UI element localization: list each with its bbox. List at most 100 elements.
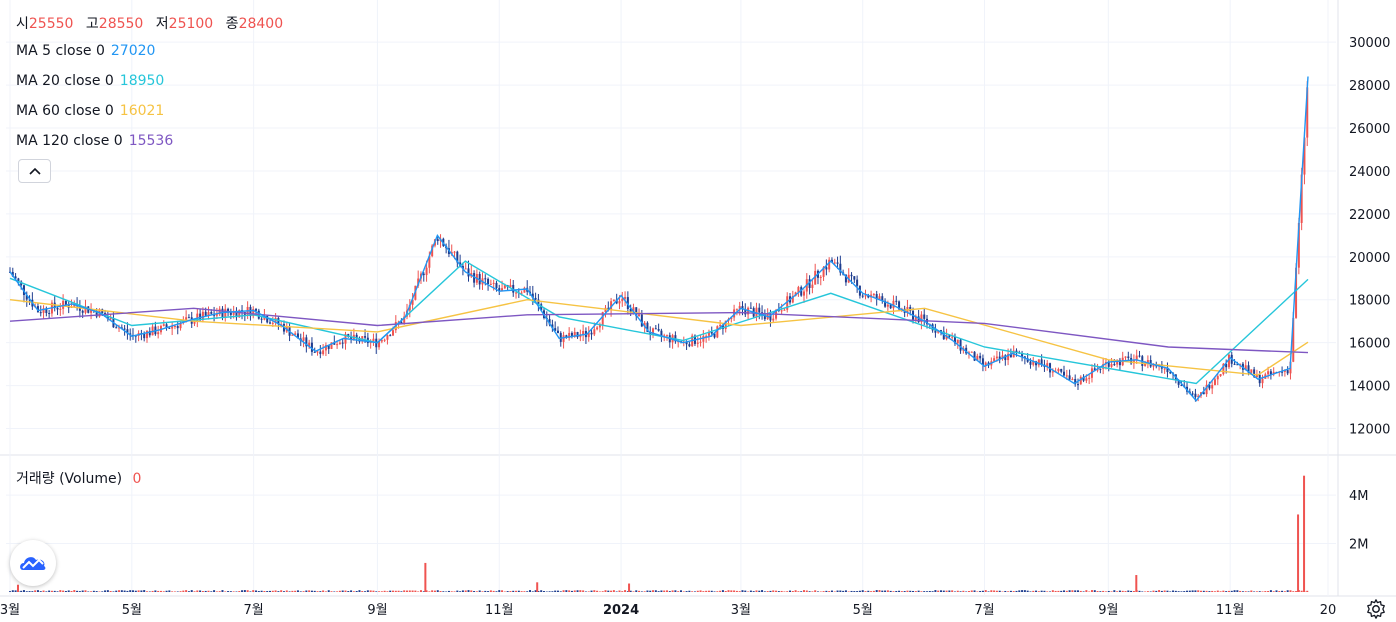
ma20-legend[interactable]: MA 20 close 0 18950 bbox=[16, 73, 164, 89]
volume-bar bbox=[109, 590, 112, 592]
candle-body bbox=[956, 339, 959, 344]
volume-bar bbox=[853, 591, 856, 592]
ma5-value: 27020 bbox=[110, 43, 156, 59]
candle-body bbox=[618, 301, 621, 304]
candle-body bbox=[308, 342, 311, 347]
volume-bar bbox=[481, 591, 484, 592]
candle-body bbox=[917, 316, 920, 323]
candle-body bbox=[1144, 363, 1147, 366]
candle-body bbox=[713, 333, 716, 338]
candle-body bbox=[56, 307, 59, 310]
volume-bar bbox=[1051, 590, 1054, 592]
volume-bar bbox=[542, 591, 545, 592]
volume-bar bbox=[652, 590, 655, 592]
collapse-legend-button[interactable] bbox=[18, 159, 51, 183]
volume-bar bbox=[215, 591, 218, 592]
candle-body bbox=[803, 291, 805, 296]
volume-bar bbox=[967, 591, 970, 592]
volume-bar bbox=[777, 591, 780, 592]
volume-bar bbox=[190, 590, 193, 592]
volume-bar bbox=[1233, 590, 1236, 592]
ma60-label: MA 60 close 0 bbox=[16, 103, 114, 119]
candle-body bbox=[428, 256, 431, 268]
volume-bar bbox=[766, 591, 769, 592]
volume-bar bbox=[269, 590, 272, 592]
candle-body bbox=[338, 342, 341, 345]
volume-bar bbox=[900, 591, 903, 592]
volume-bar bbox=[453, 591, 456, 592]
candle-body bbox=[934, 330, 937, 333]
volume-bar bbox=[1295, 591, 1298, 592]
volume-bar bbox=[1049, 591, 1052, 592]
candle-body bbox=[123, 328, 126, 330]
candle-body bbox=[819, 276, 822, 278]
candle-body bbox=[20, 281, 23, 286]
low-value: 25100 bbox=[168, 16, 214, 32]
volume-bar bbox=[1247, 591, 1250, 592]
candle-body bbox=[1208, 384, 1211, 389]
volume-bar bbox=[442, 591, 445, 592]
candle-body bbox=[1074, 378, 1077, 385]
candle-body bbox=[1071, 378, 1074, 380]
volume-bar bbox=[1012, 591, 1015, 592]
candle-body bbox=[495, 282, 498, 289]
candle-body bbox=[1009, 353, 1012, 358]
time-tick-label: 7월 bbox=[974, 603, 994, 618]
candle-body bbox=[884, 300, 887, 307]
volume-bar bbox=[243, 590, 246, 592]
volume-axis[interactable]: 2M 4M bbox=[1349, 489, 1369, 552]
price-tick-label: 28000 bbox=[1349, 79, 1390, 94]
volume-bar bbox=[1043, 590, 1046, 592]
candle-body bbox=[822, 267, 825, 277]
candle-body bbox=[959, 339, 962, 351]
candle-body bbox=[193, 321, 196, 324]
candle-body bbox=[467, 268, 470, 277]
ma5-legend[interactable]: MA 5 close 0 27020 bbox=[16, 43, 155, 59]
volume-bar bbox=[993, 590, 996, 592]
price-axis[interactable]: 12000 14000 16000 18000 20000 22000 24000 26000… bbox=[1349, 36, 1390, 437]
ma120-label: MA 120 close 0 bbox=[16, 133, 123, 149]
volume-bar bbox=[199, 590, 202, 592]
candle-body bbox=[1135, 355, 1138, 361]
volume-bar bbox=[470, 590, 473, 592]
volume-bar bbox=[70, 590, 73, 592]
price-tick-label: 26000 bbox=[1349, 122, 1390, 137]
candle-body bbox=[1107, 362, 1110, 367]
candle-body bbox=[17, 278, 20, 282]
tradingview-logo-icon[interactable] bbox=[10, 540, 56, 586]
candle-body bbox=[744, 309, 747, 315]
candle-body bbox=[898, 301, 901, 310]
price-tick-label: 12000 bbox=[1349, 423, 1390, 438]
volume-bar bbox=[252, 590, 255, 592]
candle-body bbox=[1138, 355, 1141, 357]
candle-body bbox=[520, 292, 523, 294]
candle-body bbox=[185, 317, 188, 320]
volume-bar bbox=[523, 591, 526, 592]
candle-body bbox=[484, 278, 487, 280]
candle-body bbox=[330, 342, 333, 349]
candle-body bbox=[145, 331, 148, 339]
candle-body bbox=[408, 304, 411, 311]
volume-bar bbox=[319, 591, 322, 592]
candle-body bbox=[425, 267, 428, 276]
volume-bar bbox=[227, 591, 230, 592]
volume-bar bbox=[358, 590, 361, 592]
candle-body bbox=[422, 273, 425, 276]
candle-body bbox=[1088, 377, 1091, 379]
volume-bar bbox=[948, 590, 951, 592]
time-axis[interactable]: 3월 5월 7월 9월 11월 2024 3월 5월 7월 9월 11월 20 bbox=[0, 603, 1336, 618]
candle-body bbox=[249, 306, 252, 317]
volume-bar bbox=[204, 590, 207, 592]
candle-body bbox=[839, 263, 842, 273]
gear-icon[interactable] bbox=[1365, 598, 1387, 620]
volume-bar bbox=[593, 590, 596, 592]
candle-body bbox=[649, 332, 652, 335]
volume-bar bbox=[794, 590, 797, 592]
volume-bar bbox=[266, 591, 269, 592]
volume-bar bbox=[953, 591, 956, 592]
volume-bar bbox=[1141, 591, 1144, 592]
ma120-legend[interactable]: MA 120 close 0 15536 bbox=[16, 133, 173, 149]
ma60-legend[interactable]: MA 60 close 0 16021 bbox=[16, 103, 164, 119]
volume-bar bbox=[350, 590, 353, 592]
